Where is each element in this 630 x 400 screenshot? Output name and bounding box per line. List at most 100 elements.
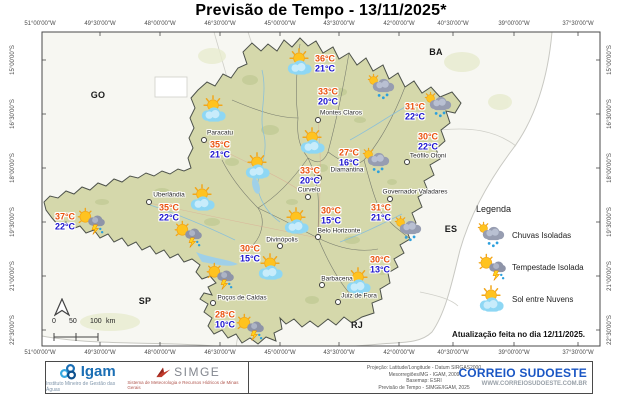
minas-gerais-state-shape — [43, 37, 462, 345]
temp-min: 21°C — [314, 63, 336, 73]
city-dot — [387, 196, 393, 202]
city-dot — [277, 243, 283, 249]
axis-label-longitude-top: 48°00'00"W — [144, 21, 176, 27]
weather-icon-sol — [198, 95, 228, 123]
axis-label-latitude-left: 19°30'00"S — [10, 207, 16, 237]
weather-icon-chuva — [393, 215, 423, 243]
axis-ticks — [42, 32, 600, 346]
city-label: Curvelo — [297, 186, 321, 194]
axis-label-longitude-bottom: 51°00'00"W — [24, 350, 56, 356]
weather-icon-chuva — [366, 73, 396, 101]
legend: Legenda Chuvas Isoladas Tempestade Isola… — [476, 204, 596, 315]
credit-line: Projeção: Latitude/Longitude - Datum SIR… — [366, 365, 482, 371]
temp-min: 15°C — [239, 253, 261, 263]
credit-line: Basemap: ESRI — [406, 378, 442, 384]
temp-min: 22°C — [404, 111, 426, 121]
scale-tick-label: 50 — [69, 318, 77, 325]
neighbor-state-label-go: GO — [90, 90, 106, 100]
lakes — [196, 178, 260, 266]
igam-logo: Igam Instituto Mineiro de Gestão das Águ… — [46, 362, 127, 394]
north-arrow-icon — [54, 298, 70, 317]
forecast-temps: 30°C 15°C — [320, 205, 342, 226]
forecast-temps: 33°C 20°C — [317, 86, 339, 107]
axis-label-longitude-bottom: 42°00'00"W — [383, 350, 415, 356]
weather-icon-tempestade — [234, 313, 264, 341]
city-label: Teófilo Otoni — [409, 152, 447, 160]
forecast-temps: 28°C 10°C — [215, 310, 235, 330]
city-label: Montes Claros — [320, 109, 362, 117]
temp-max: 30°C — [417, 131, 439, 142]
legend-item-label: Tempestade Isolada — [512, 262, 584, 272]
map-frame — [41, 31, 601, 347]
axis-label-longitude-top: 45°00'00"W — [264, 21, 296, 27]
igam-droplets-icon — [59, 363, 76, 380]
df-square — [154, 76, 188, 98]
neighbor-state-label-sp: SP — [138, 296, 152, 306]
temp-min: 20°C — [299, 175, 321, 185]
temp-min: 22°C — [54, 221, 76, 231]
forecast-temps: 31°C 22°C — [404, 101, 426, 122]
forecast-temps: 30°C 15°C — [239, 243, 261, 264]
axis-label-latitude-right: 19°30'00"S — [607, 207, 613, 237]
axis-label-latitude-right: 15°00'00"S — [607, 45, 613, 75]
axis-label-longitude-bottom: 46°30'00"W — [204, 350, 236, 356]
weather-icon-sol — [242, 152, 272, 180]
temp-max: 33°C — [317, 86, 339, 97]
city-dot — [315, 234, 321, 240]
legend-item-label: Chuvas Isoladas — [512, 230, 572, 240]
scale-bar: 0 50 100 km — [50, 318, 120, 346]
credit-line: Mesorregiões/MG - IGAM, 2009 — [388, 371, 460, 378]
city-label: Belo Horizonte — [317, 227, 361, 235]
axis-label-longitude-top: 46°30'00"W — [204, 21, 236, 27]
temp-min: 21°C — [209, 149, 231, 159]
temp-max: 37°C — [54, 211, 76, 222]
neighbor-state-label-rj: RJ — [350, 320, 364, 330]
neighbor-state-label-ba: BA — [429, 47, 443, 57]
temp-min: 15°C — [320, 215, 342, 225]
legend-title: Legenda — [476, 204, 512, 214]
brand-name: CORREIO SUDOESTE — [458, 366, 587, 380]
axis-label-longitude-bottom: 40°30'00"W — [437, 350, 469, 356]
city-label: Juiz de Fora — [341, 292, 377, 300]
city-dot — [315, 117, 321, 123]
city-dot — [305, 194, 311, 200]
neighbor-state-label-es: ES — [444, 224, 458, 234]
temp-max: 30°C — [369, 254, 391, 265]
legend-item-sol: Sol entre Nuvens — [476, 283, 596, 315]
weather-icon-chuva — [361, 147, 391, 175]
axis-label-latitude-left: 18°00'00"S — [10, 153, 16, 183]
forecast-temps: 35°C 22°C — [158, 202, 180, 223]
city-label: Poços de Caldas — [217, 294, 267, 302]
igam-subtitle: Instituto Mineiro de Gestão das Águas — [46, 381, 116, 393]
axis-label-longitude-top: 49°30'00"W — [84, 21, 116, 27]
weather-icon-tempestade — [172, 220, 202, 248]
weather-icon-sol — [284, 48, 314, 76]
city-dot — [404, 159, 410, 165]
ocean-coastline — [42, 32, 600, 346]
footer-bar: Igam Instituto Mineiro de Gestão das Águ… — [45, 361, 593, 394]
temp-max: 31°C — [370, 202, 392, 213]
temp-max: 30°C — [239, 243, 261, 254]
page-title: Previsão de Tempo - 13/11/2025* — [195, 2, 447, 19]
axis-label-longitude-top: 51°00'00"W — [24, 21, 56, 27]
axis-label-longitude-bottom: 43°30'00"W — [323, 350, 355, 356]
city-label: Paracatu — [206, 129, 234, 137]
temp-min: 21°C — [370, 212, 392, 222]
simge-name: SIMGE — [174, 365, 221, 379]
credit-line: Previsão de Tempo - SIMGE/IGAM, 2025 — [378, 384, 470, 391]
axis-label-longitude-bottom: 37°30'00"W — [562, 350, 594, 356]
axis-label-latitude-right: 22°30'00"S — [607, 315, 613, 345]
forecast-temps: 30°C 13°C — [369, 254, 391, 275]
city-label: Divinópolis — [266, 236, 298, 244]
temp-max: 30°C — [320, 205, 342, 216]
axis-label-latitude-right: 21°00'00"S — [607, 261, 613, 291]
temp-min: 22°C — [158, 212, 180, 222]
scale-bar-labels: 0 50 100 km — [50, 318, 120, 328]
brand-url: WWW.CORREIOSUDOESTE.COM.BR — [481, 381, 587, 387]
temp-max: 36°C — [314, 53, 336, 64]
weather-icon-chuva — [423, 91, 453, 119]
temp-max: 35°C — [158, 202, 180, 213]
temp-max: 31°C — [404, 101, 426, 112]
